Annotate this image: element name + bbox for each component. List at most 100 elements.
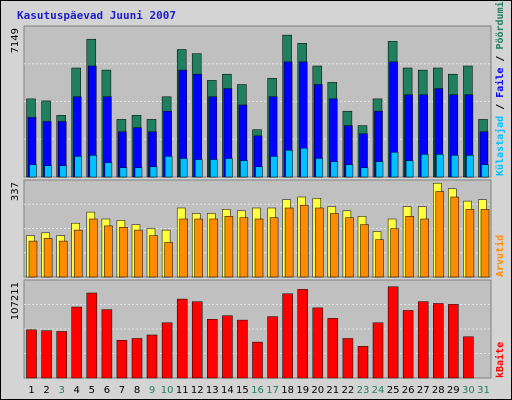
bar-kBaite-10 xyxy=(161,322,173,379)
day-label-30: 30 xyxy=(462,385,475,396)
bar-kBaite-22 xyxy=(342,338,354,379)
day-label-25: 25 xyxy=(387,385,400,396)
bar-Arvutid-3 xyxy=(58,240,68,278)
bar-kBaite-25 xyxy=(387,286,399,379)
day-label-11: 11 xyxy=(176,385,189,396)
bar-Arvutid-21 xyxy=(330,213,339,278)
bar-kBaite-15 xyxy=(237,319,248,379)
bar-kBaite-17 xyxy=(267,316,278,379)
day-label-3: 3 xyxy=(59,385,65,396)
day-label-4: 4 xyxy=(74,385,80,396)
bar-Pöördumisi-6 xyxy=(104,162,113,178)
bar-kBaite-12 xyxy=(191,301,203,379)
bar-Pöördumisi-7 xyxy=(119,167,128,178)
bar-kBaite-8 xyxy=(131,338,143,379)
bar-Pöördumisi-10 xyxy=(164,156,173,178)
bar-Pöördumisi-28 xyxy=(436,154,444,178)
chart-title: Kasutuspäevad Juuni 2007 xyxy=(17,9,176,22)
day-label-5: 5 xyxy=(89,385,95,396)
bar-Arvutid-23 xyxy=(360,224,369,278)
day-label-2: 2 xyxy=(43,385,49,396)
panel-1-max-label: 337 xyxy=(10,182,21,201)
bar-Arvutid-1 xyxy=(28,240,38,278)
bar-kBaite-6 xyxy=(101,309,113,379)
bar-kBaite-23 xyxy=(357,346,369,379)
bar-Arvutid-28 xyxy=(435,191,445,278)
day-label-16: 16 xyxy=(251,385,264,396)
day-label-8: 8 xyxy=(134,385,140,396)
bar-Pöördumisi-1 xyxy=(29,164,37,178)
panel-0-max-label: 7149 xyxy=(10,28,21,53)
bar-kBaite-26 xyxy=(402,310,414,379)
bar-Pöördumisi-22 xyxy=(345,164,354,178)
day-label-12: 12 xyxy=(191,385,204,396)
legend-panel-1: Külastajad / Faile / Pöördumisi xyxy=(494,0,506,176)
day-label-1: 1 xyxy=(28,385,34,396)
day-label-27: 27 xyxy=(417,385,430,396)
bar-kBaite-14 xyxy=(222,315,233,379)
bar-kBaite-30 xyxy=(463,336,474,379)
bar-Arvutid-11 xyxy=(179,218,188,278)
day-label-31: 31 xyxy=(477,385,490,396)
day-label-23: 23 xyxy=(357,385,370,396)
bar-Pöördumisi-20 xyxy=(315,158,324,178)
bar-Arvutid-9 xyxy=(149,235,158,278)
bar-kBaite-9 xyxy=(146,334,158,379)
bar-Pöördumisi-26 xyxy=(405,160,414,178)
bar-kBaite-13 xyxy=(207,319,218,379)
day-label-17: 17 xyxy=(266,385,279,396)
day-label-28: 28 xyxy=(432,385,445,396)
bar-Pöördumisi-13 xyxy=(210,159,218,178)
bar-Pöördumisi-12 xyxy=(194,159,203,178)
bar-Pöördumisi-4 xyxy=(74,156,82,178)
bar-Pöördumisi-18 xyxy=(285,150,293,178)
bar-Pöördumisi-24 xyxy=(375,161,384,178)
bar-kBaite-1 xyxy=(26,329,37,379)
day-label-10: 10 xyxy=(161,385,174,396)
bar-Pöördumisi-23 xyxy=(360,167,369,178)
bar-Pöördumisi-29 xyxy=(451,155,459,178)
bar-Arvutid-13 xyxy=(209,218,219,278)
day-label-14: 14 xyxy=(221,385,234,396)
bar-Pöördumisi-11 xyxy=(179,158,188,178)
bar-Pöördumisi-8 xyxy=(134,167,143,178)
bar-Arvutid-29 xyxy=(450,196,460,278)
bar-Arvutid-10 xyxy=(164,242,173,278)
bar-kBaite-24 xyxy=(372,322,384,379)
bar-Pöördumisi-14 xyxy=(225,158,233,178)
legend-panel-2: Arvutid xyxy=(494,235,506,277)
bar-Pöördumisi-17 xyxy=(270,156,278,178)
bar-kBaite-21 xyxy=(327,318,339,379)
day-label-19: 19 xyxy=(296,385,309,396)
bar-kBaite-19 xyxy=(297,289,308,379)
bar-Arvutid-30 xyxy=(465,209,475,278)
bar-Pöördumisi-16 xyxy=(255,166,263,178)
bar-Arvutid-26 xyxy=(405,216,414,278)
bar-Pöördumisi-5 xyxy=(89,155,98,178)
bar-Pöördumisi-31 xyxy=(481,164,489,178)
bar-Pöördumisi-27 xyxy=(420,154,429,178)
bar-kBaite-5 xyxy=(86,292,98,379)
bar-Arvutid-5 xyxy=(89,218,98,278)
bar-Arvutid-18 xyxy=(284,207,294,278)
bar-Arvutid-22 xyxy=(345,217,354,278)
bar-Arvutid-31 xyxy=(480,209,490,278)
day-label-24: 24 xyxy=(372,385,385,396)
bar-Arvutid-19 xyxy=(299,204,309,278)
day-label-20: 20 xyxy=(311,385,324,396)
legend-panel-3: kBaite xyxy=(494,342,506,378)
bar-Arvutid-4 xyxy=(73,229,83,278)
day-label-26: 26 xyxy=(402,385,415,396)
day-label-7: 7 xyxy=(119,385,125,396)
bar-kBaite-28 xyxy=(433,303,444,379)
day-label-13: 13 xyxy=(206,385,219,396)
bar-Pöördumisi-30 xyxy=(466,155,474,178)
bar-Arvutid-12 xyxy=(194,218,203,278)
bar-Arvutid-14 xyxy=(224,216,234,278)
bar-kBaite-7 xyxy=(116,340,128,379)
bar-Pöördumisi-3 xyxy=(59,165,67,178)
bar-kBaite-29 xyxy=(448,304,459,379)
bar-Arvutid-20 xyxy=(315,207,324,278)
bar-kBaite-11 xyxy=(176,298,188,379)
